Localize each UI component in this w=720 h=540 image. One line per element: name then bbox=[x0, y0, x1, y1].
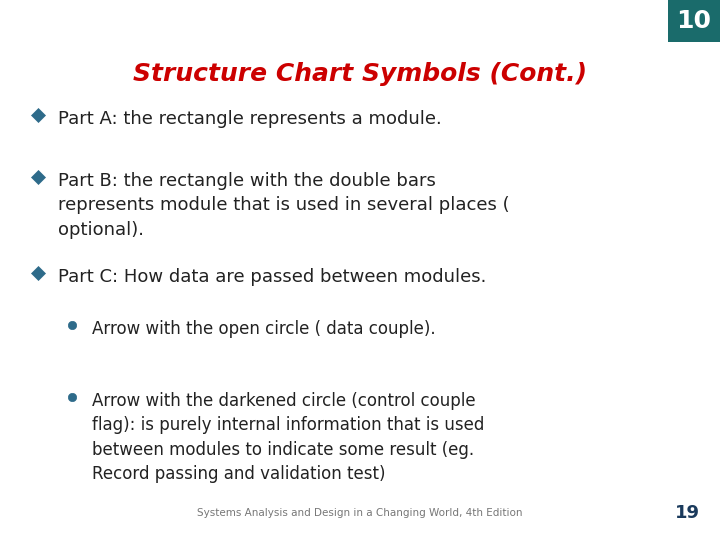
Text: Part B: the rectangle with the double bars
represents module that is used in sev: Part B: the rectangle with the double ba… bbox=[58, 172, 510, 239]
Text: Structure Chart Symbols (Cont.): Structure Chart Symbols (Cont.) bbox=[133, 62, 587, 86]
Text: Arrow with the darkened circle (control couple
flag): is purely internal informa: Arrow with the darkened circle (control … bbox=[92, 392, 485, 483]
Text: 19: 19 bbox=[675, 504, 700, 522]
Text: Part C: How data are passed between modules.: Part C: How data are passed between modu… bbox=[58, 268, 487, 286]
Text: Systems Analysis and Design in a Changing World, 4th Edition: Systems Analysis and Design in a Changin… bbox=[197, 508, 523, 518]
Text: Arrow with the open circle ( data couple).: Arrow with the open circle ( data couple… bbox=[92, 320, 436, 338]
Text: Part A: the rectangle represents a module.: Part A: the rectangle represents a modul… bbox=[58, 110, 442, 128]
Text: 10: 10 bbox=[677, 9, 711, 33]
Bar bbox=[668, 0, 720, 42]
